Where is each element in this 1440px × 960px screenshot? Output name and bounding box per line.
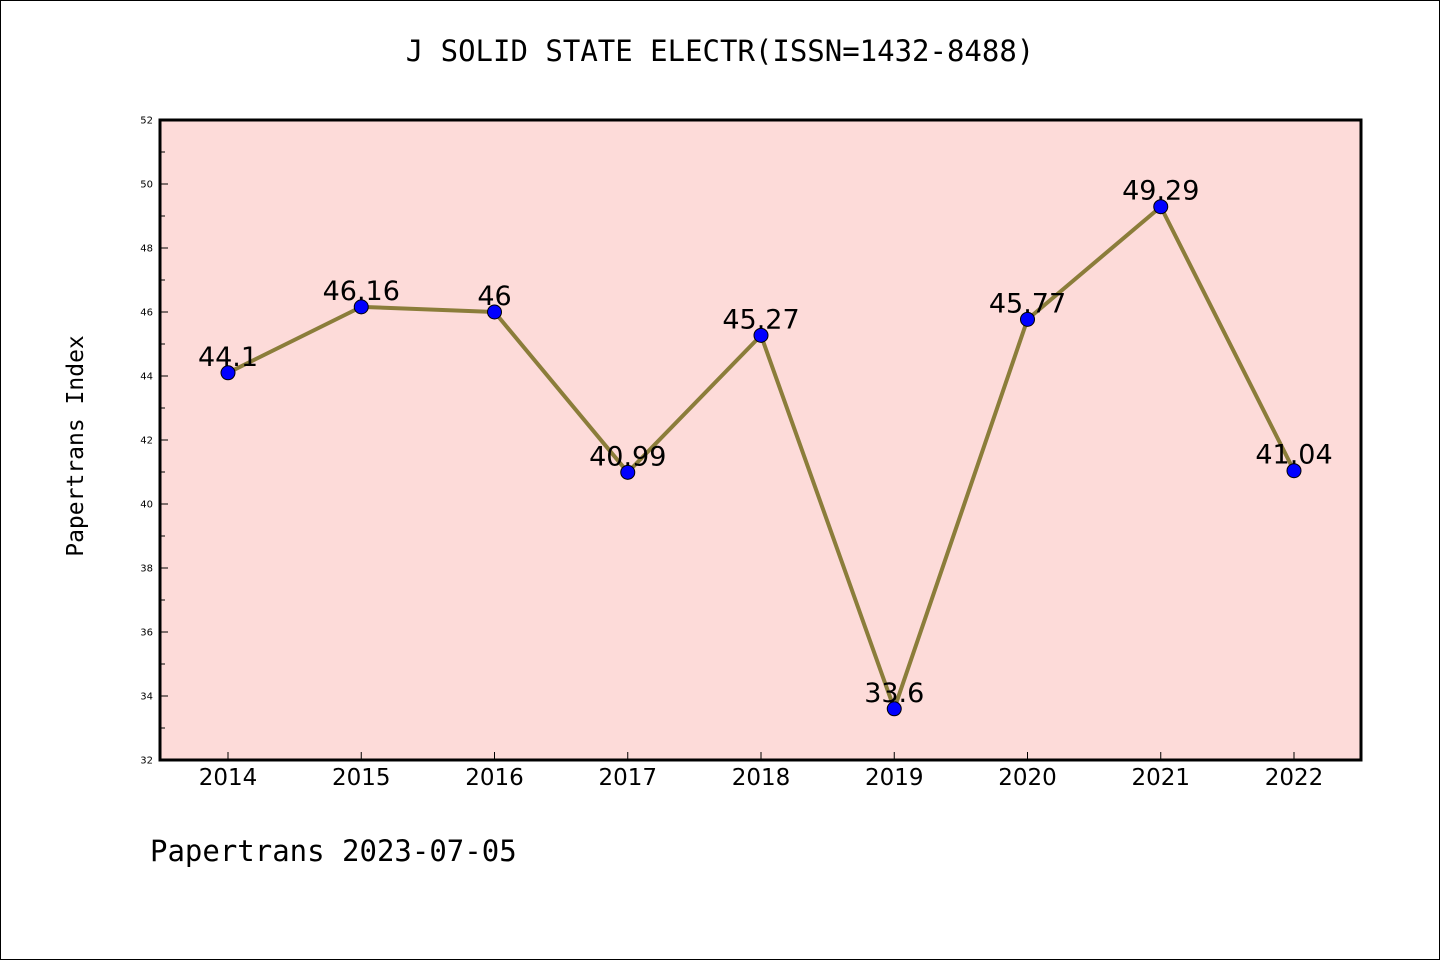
data-label: 33.6 <box>864 678 924 709</box>
y-tick-label: 32 <box>140 756 153 767</box>
x-tick-label: 2015 <box>332 765 391 791</box>
data-label: 41.04 <box>1255 440 1332 471</box>
data-point-marker <box>886 701 902 717</box>
footer-text: Papertrans 2023-07-05 <box>150 834 517 868</box>
x-tick-label: 2020 <box>998 765 1057 791</box>
data-point-marker <box>220 365 236 381</box>
x-tick-label: 2021 <box>1131 765 1190 791</box>
y-tick-label: 46 <box>140 308 153 319</box>
plot-border <box>158 118 1363 762</box>
x-tick-label: 2014 <box>199 765 258 791</box>
data-point-marker <box>1020 311 1035 327</box>
plot-background <box>160 120 1361 760</box>
data-point-marker <box>353 299 369 315</box>
data-label: 40.99 <box>589 441 666 472</box>
x-tick-label: 2019 <box>865 765 924 791</box>
y-tick-label: 42 <box>140 436 153 447</box>
x-tick-label: 2017 <box>598 765 657 791</box>
data-label: 46.16 <box>323 276 400 307</box>
data-label: 45.77 <box>989 288 1066 319</box>
y-tick-label: 34 <box>140 692 153 703</box>
data-point-marker <box>620 464 636 480</box>
chart-title: J SOLID STATE ELECTR(ISSN=1432-8488) <box>405 34 1035 68</box>
data-point-marker <box>487 304 502 320</box>
y-tick-label: 48 <box>140 244 153 255</box>
y-tick-label: 36 <box>140 628 153 639</box>
x-tick-label: 2022 <box>1265 765 1324 791</box>
data-point-marker <box>1153 199 1169 215</box>
y-tick-label: 44 <box>140 372 153 383</box>
data-point-marker <box>1286 463 1302 479</box>
y-tick-label: 38 <box>140 564 153 575</box>
data-label: 44.1 <box>198 342 258 373</box>
data-point-marker <box>753 327 769 343</box>
y-tick-label: 52 <box>140 116 153 127</box>
y-tick-label: 40 <box>140 500 153 511</box>
data-label: 46 <box>477 281 511 312</box>
data-label: 45.27 <box>722 304 799 335</box>
x-tick-label: 2018 <box>732 765 791 791</box>
x-tick-label: 2016 <box>465 765 524 791</box>
y-tick-label: 50 <box>140 180 153 191</box>
data-label: 49.29 <box>1122 176 1199 207</box>
